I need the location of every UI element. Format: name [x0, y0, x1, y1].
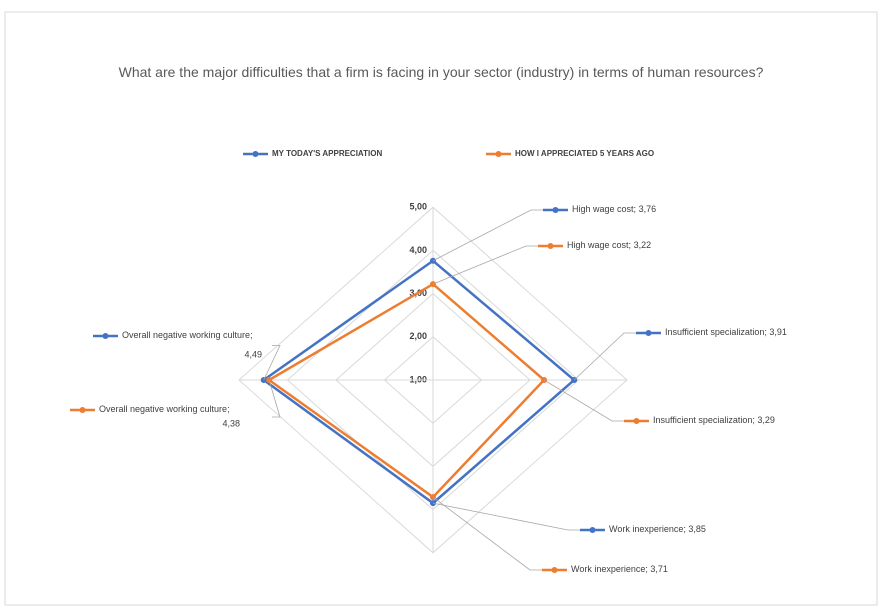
r-tick-label: 1,00	[409, 374, 427, 384]
leader-line	[432, 245, 538, 285]
data-label-separator: ;	[683, 524, 688, 534]
label-dot	[552, 207, 559, 213]
data-label-category: Insufficient specialization	[665, 327, 764, 337]
data-label-value: 4,38	[222, 418, 240, 428]
data-label-value: 3,91	[769, 327, 787, 337]
data-label-value: 3,85	[688, 524, 706, 534]
label-dot	[547, 243, 554, 249]
data-label: High wage cost; 3,22	[567, 240, 651, 250]
data-label: Work inexperience; 3,85	[609, 524, 706, 534]
data-label: High wage cost; 3,76	[572, 204, 656, 214]
r-tick-label: 4,00	[409, 245, 427, 255]
label-dot	[633, 418, 640, 424]
data-label-value: 3,71	[650, 564, 668, 574]
label-dot	[589, 527, 596, 533]
chart-title: What are the major difficulties that a f…	[118, 64, 764, 80]
legend-label: HOW I APPRECIATED 5 YEARS AGO	[515, 149, 654, 158]
data-label-separator: ;	[764, 327, 769, 337]
legend-label: MY TODAY'S APPRECIATION	[272, 149, 382, 158]
data-label: Work inexperience; 3,71	[571, 564, 668, 574]
leader-line	[432, 502, 580, 531]
legend-dot	[495, 151, 502, 157]
data-label: Insufficient specialization; 3,91	[665, 327, 787, 337]
data-label-separator: ;	[634, 204, 639, 214]
data-label-category: Work inexperience	[609, 524, 683, 534]
data-label-value: 3,76	[639, 204, 657, 214]
data-label-category: High wage cost	[567, 240, 629, 250]
data-label-category: Overall negative working culture	[99, 404, 227, 414]
data-label: Overall negative working culture;	[99, 404, 230, 414]
data-label-separator: ;	[629, 240, 634, 250]
leader-line	[268, 379, 281, 418]
label-dot	[79, 407, 86, 413]
data-label-value: 3,22	[634, 240, 652, 250]
data-label-separator: ;	[645, 564, 650, 574]
chart-border	[4, 11, 878, 606]
data-label-category: Insufficient specialization	[653, 415, 752, 425]
data-label-value: 3,29	[757, 415, 775, 425]
data-label-value: 4,49	[244, 349, 262, 359]
data-label-category: High wage cost	[572, 204, 634, 214]
label-dot	[645, 330, 652, 336]
data-label: Overall negative working culture;	[122, 330, 253, 340]
legend-dot	[252, 151, 259, 157]
data-label: Insufficient specialization; 3,29	[653, 415, 775, 425]
data-label-category: Work inexperience	[571, 564, 645, 574]
data-label-separator: ;	[250, 330, 253, 340]
r-tick-label: 5,00	[409, 202, 427, 212]
label-dot	[102, 333, 109, 339]
data-label-separator: ;	[752, 415, 757, 425]
leader-line	[432, 496, 542, 571]
leader-line	[263, 345, 281, 381]
r-tick-label: 2,00	[409, 331, 427, 341]
leader-line	[543, 379, 624, 422]
label-dot	[551, 567, 558, 573]
leader-line	[432, 209, 543, 262]
data-label-category: Overall negative working culture	[122, 330, 250, 340]
leader-line	[573, 332, 636, 381]
data-label-separator: ;	[227, 404, 230, 414]
